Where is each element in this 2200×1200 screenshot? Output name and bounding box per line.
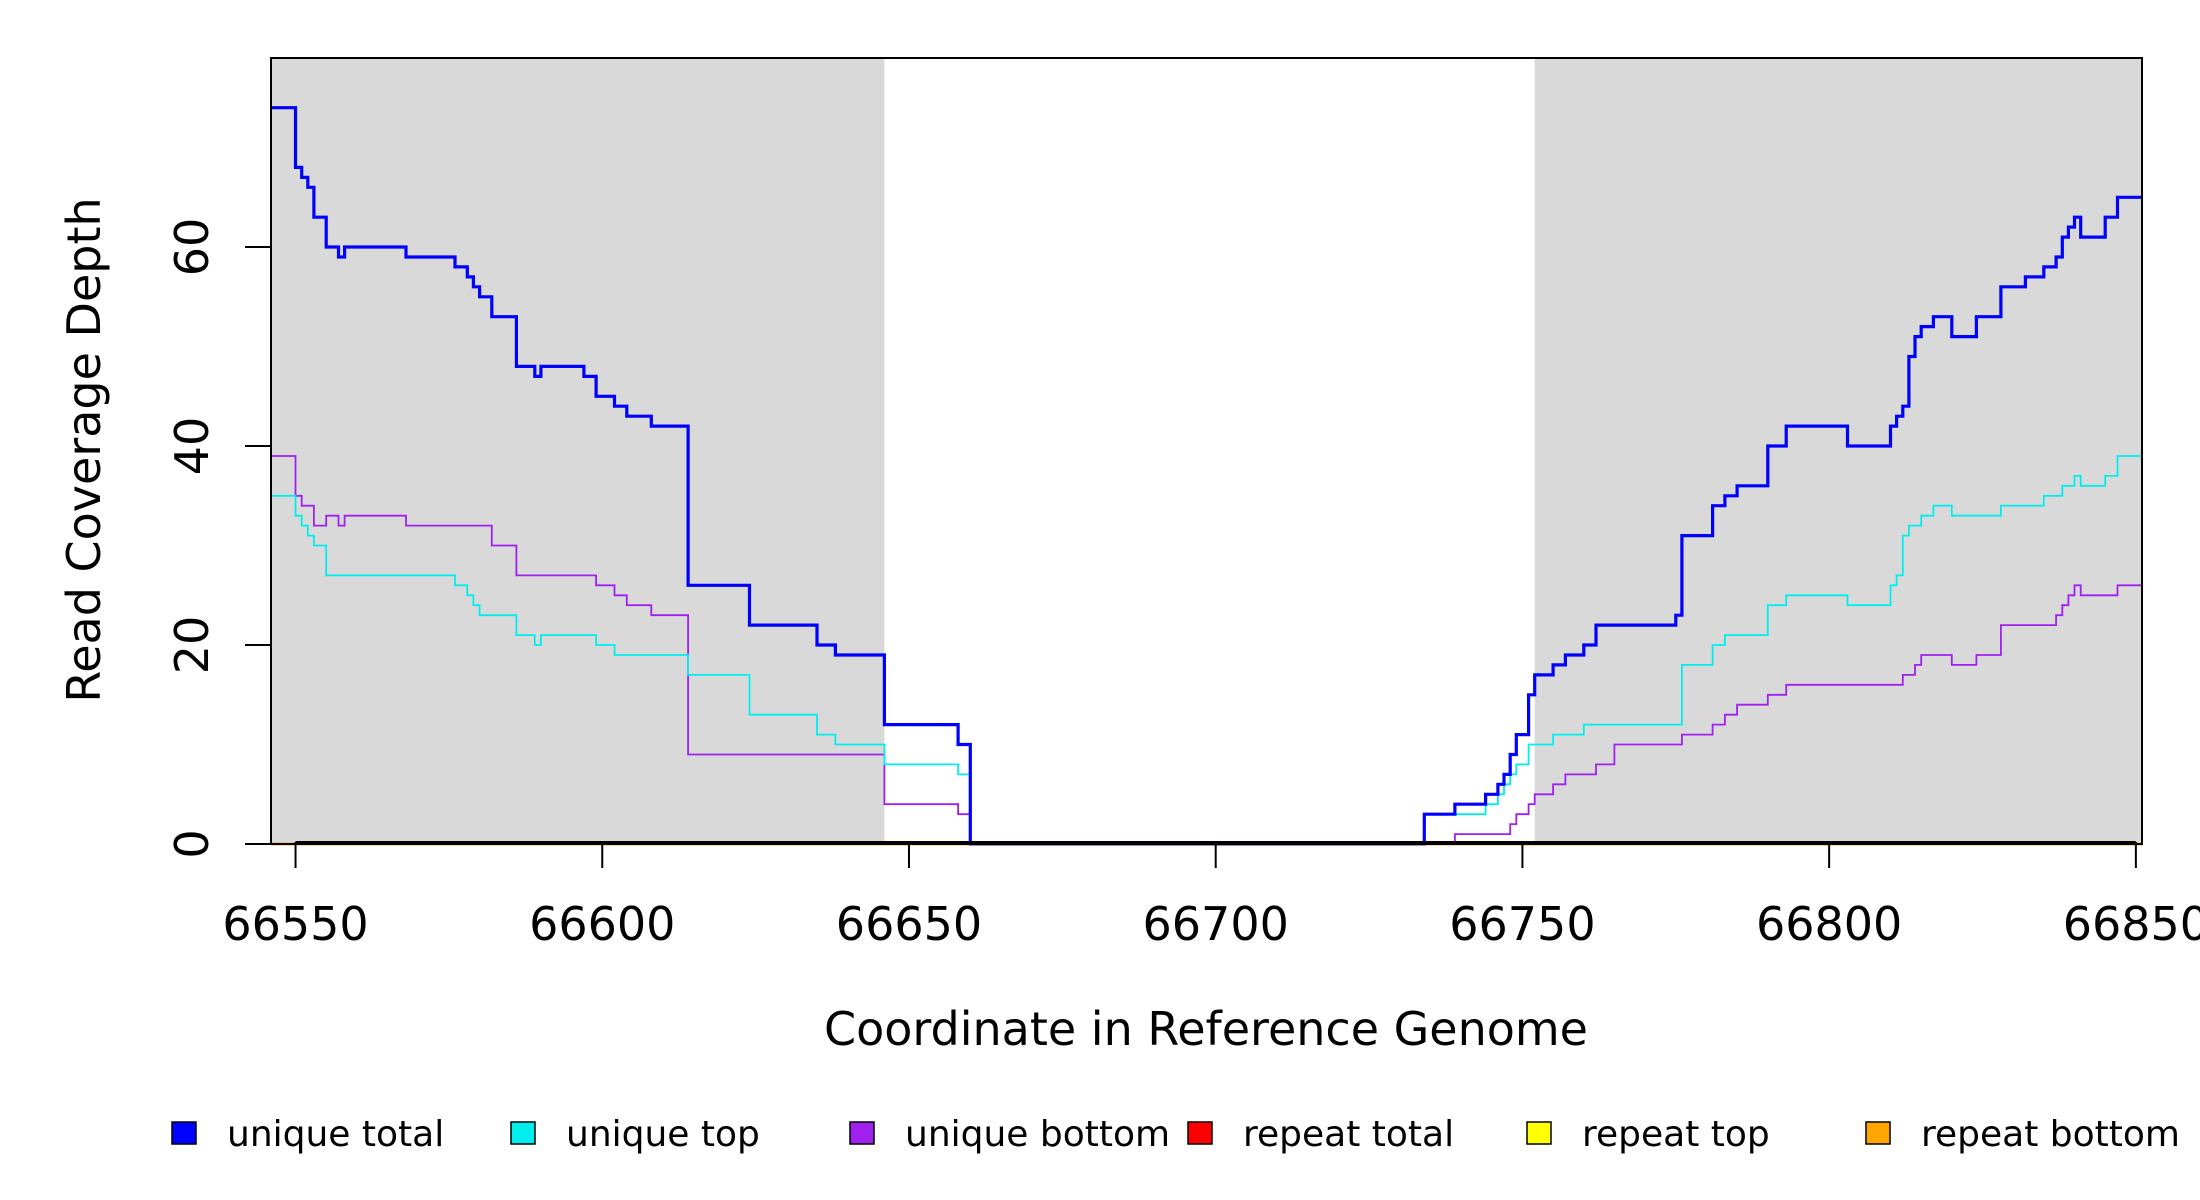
legend-swatch-repeat-total [1187,1121,1213,1145]
legend-swatch-unique-top [510,1121,536,1145]
legend-label: repeat top [1582,1114,1770,1155]
legend-swatch-unique-total [171,1121,197,1145]
legend-label: repeat bottom [1921,1114,2180,1155]
legend-label: unique top [566,1114,760,1155]
y-tick-label: 0 [165,829,219,858]
x-axis-title: Coordinate in Reference Genome [824,1002,1588,1056]
shaded-regions [271,58,2142,844]
x-tick-label: 66600 [529,897,675,951]
series-unique-total [271,106,2142,846]
y-axis: 0 20 40 60 [165,218,272,859]
legend-label: unique bottom [905,1114,1170,1155]
legend-label: repeat total [1243,1114,1454,1155]
legend-swatch-repeat-top [1526,1121,1552,1145]
x-tick-label: 66800 [1756,897,1902,951]
x-tick-label: 66700 [1143,897,1289,951]
legend-swatch-repeat-bottom [1865,1121,1891,1145]
y-tick-label: 40 [165,417,219,476]
x-tick-label: 66850 [2063,897,2200,951]
legend-swatch-unique-bottom [849,1121,875,1145]
x-tick-label: 66550 [222,897,368,951]
y-tick-label: 20 [165,616,219,675]
x-tick-label: 66650 [836,897,982,951]
y-tick-label: 60 [165,218,219,277]
series-unique-bottom [271,455,2142,845]
shaded-region-1 [271,58,885,844]
series-unique-top [271,455,2142,845]
legend: unique total unique top unique bottom repea… [171,1114,2180,1155]
legend-label: unique total [227,1114,444,1155]
y-axis-title: Read Coverage Depth [57,197,111,702]
x-axis: 66550 66600 66650 66700 66750 66800 66850 [222,841,2200,951]
x-tick-label: 66750 [1449,897,1595,951]
shaded-region-2 [1534,58,2142,844]
